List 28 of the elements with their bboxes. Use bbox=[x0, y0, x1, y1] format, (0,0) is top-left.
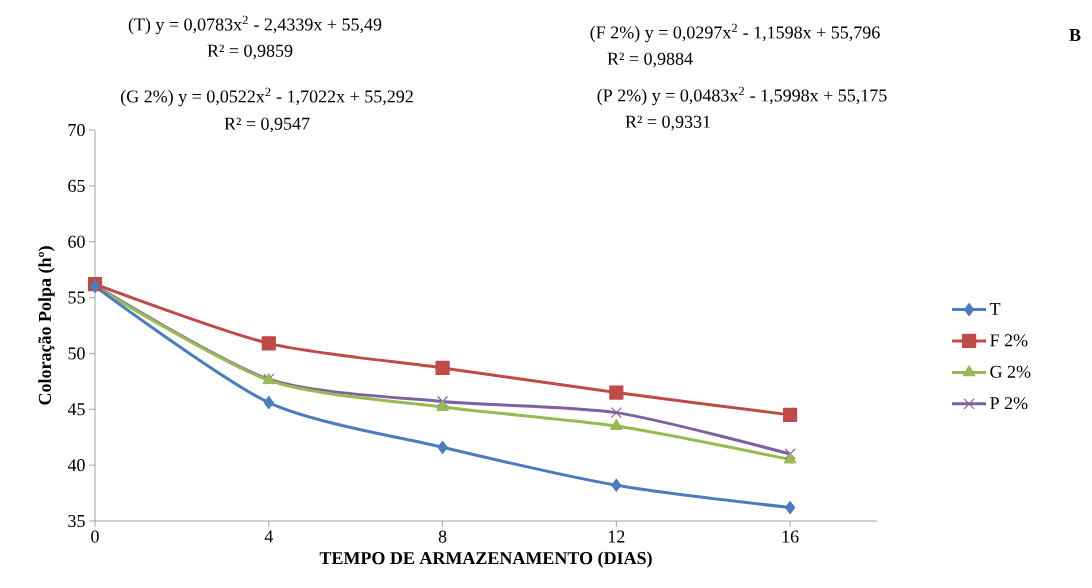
text: (G 2%) y = 0,0522x$^{2}$ - 1,7022x + 55,292 bbox=[121, 87, 413, 107]
legend-label: G 2% bbox=[990, 365, 1031, 378]
legend-label: P 2% bbox=[990, 397, 1028, 410]
x-tick-label: 16 bbox=[782, 530, 799, 543]
text: (F 2%) y = 0,0297x$^{2}$ - 1,1598x + 55,796 bbox=[590, 23, 880, 43]
y-tick-label: 45 bbox=[67, 403, 85, 416]
y-tick-label: 65 bbox=[68, 179, 85, 192]
legend-label: F 2% bbox=[990, 334, 1028, 347]
x-axis-title: TEMPO DE ARMAZENAMENTO (DIAS) bbox=[319, 551, 652, 568]
text: R² = 0,9884 bbox=[607, 52, 693, 68]
x-tick-label: 8 bbox=[438, 530, 447, 543]
text: R² = 0,9859 bbox=[207, 44, 293, 60]
y-axis-title: Coloração Polpa (hº) bbox=[38, 246, 55, 405]
annotation: R² = 0,9547 bbox=[224, 117, 310, 133]
legend-label: T bbox=[989, 302, 1001, 315]
text: (T) y = 0,0783x$^{2}$ - 2,4339x + 55,49 bbox=[128, 15, 382, 35]
y-tick-label: 40 bbox=[67, 459, 85, 472]
y-tick-label: 60 bbox=[68, 235, 85, 248]
y-tick-label: 70 bbox=[68, 123, 85, 137]
y-tick-label: 35 bbox=[68, 514, 85, 528]
x-tick-label: 0 bbox=[91, 530, 99, 543]
text: B bbox=[1069, 29, 1081, 41]
x-tick-label: 12 bbox=[608, 530, 625, 543]
x-tick-label: 4 bbox=[264, 530, 273, 543]
y-tick-label: 50 bbox=[68, 347, 85, 360]
annotation: R² = 0,9331 bbox=[625, 115, 710, 131]
y-tick-label: 55 bbox=[68, 291, 85, 304]
text: (P 2%) y = 0,0483x$^{2}$ - 1,5998x + 55,175 bbox=[597, 86, 887, 106]
